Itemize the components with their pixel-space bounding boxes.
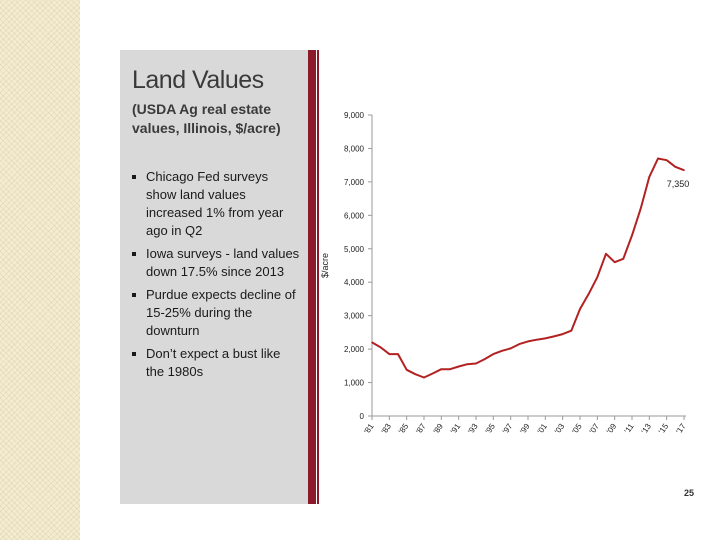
y-tick-label: 1,000 xyxy=(344,379,365,388)
bullet-square-icon xyxy=(132,252,136,256)
y-tick-label: 9,000 xyxy=(344,111,365,120)
bullet-item: Don’t expect a bust like the 1980s xyxy=(130,345,302,381)
slide-subtitle: (USDA Ag real estate values, Illinois, $… xyxy=(132,101,281,136)
y-tick-label: 3,000 xyxy=(344,312,365,321)
x-tick-label: '97 xyxy=(501,422,515,436)
data-point xyxy=(405,369,408,371)
x-tick-label: '05 xyxy=(570,422,584,436)
x-tick-label: '13 xyxy=(640,422,654,436)
bullet-square-icon xyxy=(132,175,136,179)
data-point xyxy=(622,258,625,260)
x-tick-label: '93 xyxy=(466,422,480,436)
x-tick-label: '85 xyxy=(397,422,411,436)
bullet-item: Iowa surveys - land values down 17.5% si… xyxy=(130,245,302,281)
bullet-text: Don’t expect a bust like the 1980s xyxy=(146,346,281,379)
data-point xyxy=(570,329,573,332)
data-point xyxy=(561,333,564,335)
data-point xyxy=(613,261,616,263)
data-point xyxy=(388,353,391,355)
data-point xyxy=(596,276,599,279)
bullet-text: Purdue expects decline of 15-25% during … xyxy=(146,287,296,338)
x-tick-label: '99 xyxy=(518,422,532,436)
data-point xyxy=(371,341,373,344)
data-point xyxy=(397,353,399,355)
x-tick-label: '91 xyxy=(449,422,463,436)
y-tick-label: 5,000 xyxy=(344,245,365,254)
y-tick-label: 2,000 xyxy=(344,345,365,354)
y-tick-label: 0 xyxy=(360,412,365,421)
x-tick-label: '07 xyxy=(588,422,602,436)
x-tick-label: '03 xyxy=(553,422,567,436)
bullet-text: Chicago Fed surveys show land values inc… xyxy=(146,169,284,238)
data-point xyxy=(605,252,607,255)
bullet-square-icon xyxy=(132,293,136,297)
data-point xyxy=(483,358,486,360)
x-tick-label: '95 xyxy=(484,422,498,436)
text-panel: Land Values (USDA Ag real estate values,… xyxy=(120,50,308,504)
data-point xyxy=(665,159,668,161)
x-tick-label: '09 xyxy=(605,422,619,436)
data-point xyxy=(492,353,495,355)
x-tick-label: '15 xyxy=(657,422,671,436)
x-tick-label: '81 xyxy=(362,422,376,436)
data-point xyxy=(631,234,633,237)
data-point xyxy=(379,346,382,349)
page-number: 25 xyxy=(684,488,695,498)
data-point xyxy=(423,376,425,379)
decorative-texture-strip xyxy=(0,0,80,540)
data-point xyxy=(440,368,443,370)
x-tick-label: '01 xyxy=(536,422,550,436)
y-axis-label: $/acre xyxy=(320,253,330,278)
data-point xyxy=(544,337,547,340)
land-value-chart: 0 1,000 2,000 3,000 4,000 5,000 6,000 7,000 8,00… xyxy=(318,100,710,460)
series-line xyxy=(371,157,685,379)
x-tick-label: '11 xyxy=(623,422,636,436)
data-point xyxy=(475,362,477,365)
data-point xyxy=(587,293,590,295)
x-tick-label: '83 xyxy=(380,422,394,436)
bullet-square-icon xyxy=(132,352,136,356)
data-point xyxy=(639,207,642,210)
data-point xyxy=(457,365,460,368)
data-point xyxy=(553,335,555,338)
data-point xyxy=(579,308,581,310)
data-point xyxy=(414,373,417,375)
data-point xyxy=(648,176,651,178)
data-point xyxy=(527,340,529,343)
x-tick-label: '87 xyxy=(414,422,428,436)
accent-divider xyxy=(308,50,319,504)
data-point xyxy=(466,363,469,365)
x-tick-label: '89 xyxy=(432,422,446,436)
data-point xyxy=(674,166,677,168)
data-point xyxy=(509,347,512,350)
data-point xyxy=(431,372,434,375)
data-point xyxy=(657,157,659,160)
data-point xyxy=(449,368,451,370)
y-tick-label: 4,000 xyxy=(344,278,365,287)
bullet-list: Chicago Fed surveys show land values inc… xyxy=(130,168,302,386)
data-point xyxy=(535,338,538,341)
x-tick-label: '17 xyxy=(674,422,688,436)
y-tick-label: 8,000 xyxy=(344,144,365,153)
data-label: 7,350 xyxy=(667,179,690,189)
bullet-item: Chicago Fed surveys show land values inc… xyxy=(130,168,302,240)
chart-svg: 0 1,000 2,000 3,000 4,000 5,000 6,000 7,000 8,00… xyxy=(320,111,690,436)
y-tick-label: 6,000 xyxy=(344,211,365,220)
bullet-item: Purdue expects decline of 15-25% during … xyxy=(130,286,302,340)
data-point xyxy=(501,349,503,352)
y-tick-label: 7,000 xyxy=(344,178,365,187)
data-point xyxy=(518,343,521,345)
data-point xyxy=(683,169,685,171)
slide-title: Land Values xyxy=(132,66,264,94)
bullet-text: Iowa surveys - land values down 17.5% si… xyxy=(146,246,300,279)
